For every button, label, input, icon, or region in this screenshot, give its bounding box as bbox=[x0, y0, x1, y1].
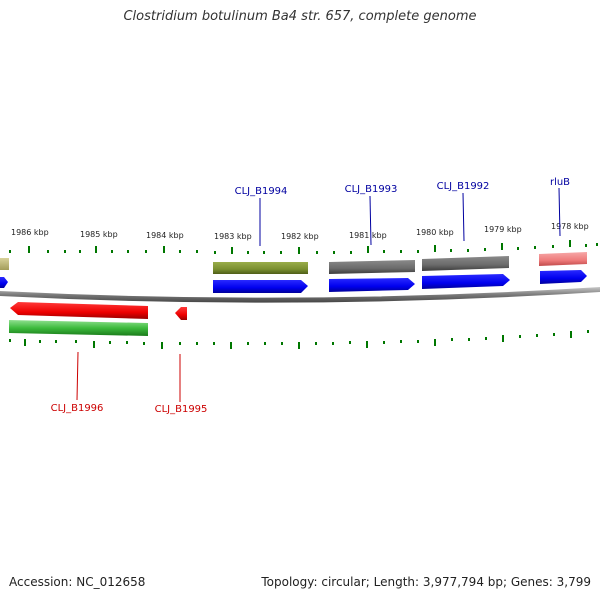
scale-label: 1979 kbp bbox=[484, 225, 522, 234]
scale-label: 1982 kbp bbox=[281, 232, 319, 241]
feature-clj-b1993-box bbox=[329, 260, 415, 274]
gene-label-clj-b1996[interactable]: CLJ_B1996 bbox=[51, 403, 104, 414]
scale-label: 1981 kbp bbox=[349, 231, 387, 240]
leader-line-rlub bbox=[558, 187, 561, 237]
forward-gene-labels: CLJ_B1994 CLJ_B1993 CLJ_B1992 rluB bbox=[235, 177, 570, 246]
scale-label: 1984 kbp bbox=[146, 231, 184, 240]
reverse-gene-labels: CLJ_B1996 CLJ_B1995 bbox=[51, 351, 208, 415]
cds-arrow-partial bbox=[0, 277, 8, 288]
gene-label-clj-b1992[interactable]: CLJ_B1992 bbox=[437, 181, 490, 192]
genome-backbone bbox=[0, 287, 600, 303]
scale-labels: 1986 kbp 1985 kbp 1984 kbp 1983 kbp 1982… bbox=[11, 222, 589, 241]
scale-label: 1978 kbp bbox=[551, 222, 589, 231]
cds-arrow-clj-b1992 bbox=[422, 274, 510, 289]
cds-arrow-clj-b1994 bbox=[213, 280, 308, 293]
forward-cds-track bbox=[0, 270, 587, 293]
gene-label-rlub[interactable]: rluB bbox=[550, 177, 570, 188]
outer-tick-row bbox=[9, 240, 598, 254]
topology-text: Topology: circular; Length: 3,977,794 bp… bbox=[261, 575, 591, 589]
leader-line-clj-b1996 bbox=[76, 351, 79, 401]
gene-label-clj-b1993[interactable]: CLJ_B1993 bbox=[345, 184, 398, 195]
scale-label: 1985 kbp bbox=[80, 230, 118, 239]
gene-label-clj-b1994[interactable]: CLJ_B1994 bbox=[235, 186, 288, 197]
leader-line-clj-b1992 bbox=[462, 192, 465, 242]
scale-label: 1980 kbp bbox=[416, 228, 454, 237]
forward-feature-track bbox=[0, 252, 587, 274]
feature-clj-b1996-box bbox=[9, 320, 148, 336]
cds-arrow-clj-b1993 bbox=[329, 278, 415, 292]
leader-line-clj-b1993 bbox=[369, 195, 372, 246]
map-title: Clostridium botulinum Ba4 str. 657, comp… bbox=[123, 9, 477, 24]
feature-rlub-box bbox=[539, 252, 587, 266]
reverse-feature-track bbox=[9, 320, 148, 336]
inner-tick-row bbox=[9, 330, 589, 349]
scale-label: 1983 kbp bbox=[214, 232, 252, 241]
feature-clj-b1992-box bbox=[422, 256, 509, 271]
scale-label: 1986 kbp bbox=[11, 228, 49, 237]
gene-label-clj-b1995[interactable]: CLJ_B1995 bbox=[155, 404, 208, 415]
cds-arrow-rlub bbox=[540, 270, 587, 284]
cds-arrow-clj-b1995 bbox=[175, 307, 187, 320]
accession-text: Accession: NC_012658 bbox=[9, 575, 146, 589]
cds-arrow-clj-b1996 bbox=[10, 302, 148, 319]
feature-khaki-partial bbox=[0, 258, 9, 270]
feature-clj-b1994-box bbox=[213, 262, 308, 274]
reverse-cds-track bbox=[10, 302, 187, 320]
